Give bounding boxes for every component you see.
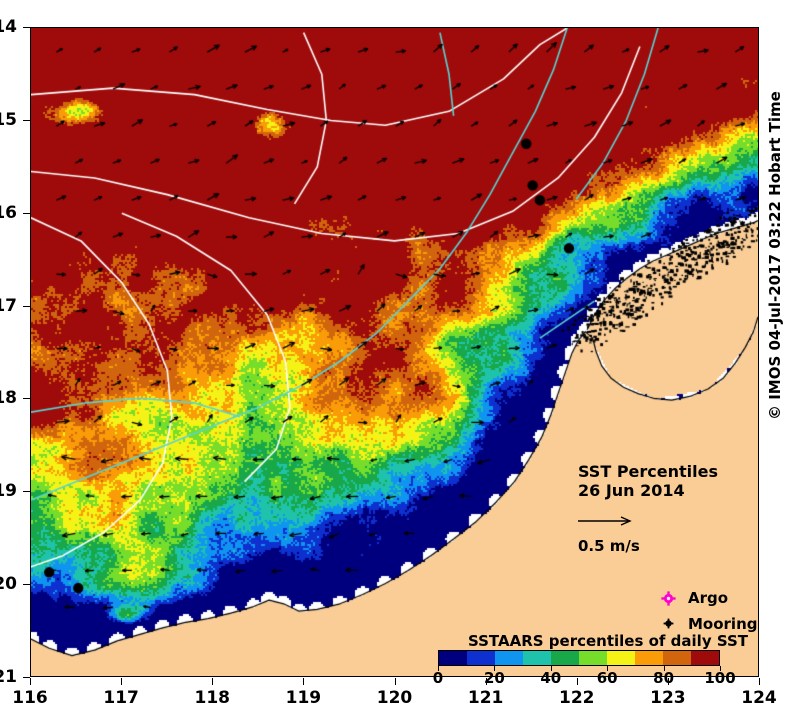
colorbar-band-3 bbox=[523, 651, 551, 665]
y-tick-label: -18 bbox=[0, 388, 17, 409]
y-tick bbox=[23, 305, 30, 307]
colorbar-tick-label: 40 bbox=[540, 669, 562, 687]
x-tick-label: 118 bbox=[194, 688, 231, 708]
x-tick-label: 124 bbox=[741, 688, 777, 708]
imos-credit-text: © IMOS 04-Jul-2017 03:22 Hobart Time bbox=[766, 91, 784, 420]
colorbar-band-2 bbox=[495, 651, 523, 665]
x-tick bbox=[30, 678, 31, 685]
x-tick bbox=[759, 678, 760, 685]
colorbar-band-4 bbox=[551, 651, 579, 665]
colorbar-band-0 bbox=[439, 651, 467, 665]
colorbar-tick bbox=[438, 666, 439, 671]
colorbar-tick bbox=[663, 666, 665, 671]
legend-label-mooring: Mooring bbox=[688, 615, 758, 633]
y-tick-label: -19 bbox=[0, 481, 17, 502]
colorbar-tick bbox=[494, 666, 496, 671]
y-tick bbox=[23, 398, 30, 400]
colorbar-band-8 bbox=[663, 651, 691, 665]
x-tick-label: 119 bbox=[285, 688, 322, 708]
colorbar-tick bbox=[550, 666, 552, 671]
x-tick bbox=[212, 678, 214, 685]
colorbar-tick-label: 100 bbox=[704, 669, 736, 687]
y-tick-label: -20 bbox=[0, 574, 17, 595]
colorbar-tick-label: 80 bbox=[653, 669, 675, 687]
vector-scale-arrow-icon bbox=[578, 516, 632, 526]
map-plot-area[interactable] bbox=[30, 27, 759, 677]
colorbar-tick-label: 60 bbox=[596, 669, 618, 687]
x-tick bbox=[394, 678, 396, 685]
x-tick-label: 123 bbox=[650, 688, 686, 708]
colorbar[interactable] bbox=[438, 650, 720, 666]
y-tick bbox=[23, 491, 30, 493]
colorbar-band-9 bbox=[691, 651, 719, 665]
colorbar-band-1 bbox=[467, 651, 495, 665]
colorbar-title: SSTAARS percentiles of daily SST bbox=[468, 632, 748, 650]
y-tick-label: -21 bbox=[0, 667, 17, 687]
colorbar-tick-label: 20 bbox=[483, 669, 505, 687]
y-tick bbox=[23, 119, 30, 121]
x-tick-label: 116 bbox=[12, 688, 48, 708]
x-tick bbox=[303, 678, 305, 685]
x-tick bbox=[667, 678, 669, 685]
mooring-dot-marker-icon bbox=[663, 618, 674, 629]
colorbar-tick bbox=[720, 666, 721, 671]
colorbar-tick bbox=[607, 666, 609, 671]
x-tick-label: 122 bbox=[559, 688, 595, 708]
argo-star-marker-icon bbox=[661, 591, 676, 606]
x-tick bbox=[485, 678, 487, 685]
legend-label-argo: Argo bbox=[688, 589, 729, 607]
x-tick bbox=[121, 678, 123, 685]
plot-title: SST Percentiles bbox=[578, 462, 718, 481]
y-tick-label: -15 bbox=[0, 109, 17, 130]
y-tick bbox=[23, 27, 30, 28]
y-tick bbox=[23, 212, 30, 214]
x-tick-label: 121 bbox=[467, 688, 504, 708]
y-tick-label: -17 bbox=[0, 295, 17, 316]
plot-date: 26 Jun 2014 bbox=[578, 481, 685, 500]
y-tick bbox=[23, 677, 30, 678]
colorbar-tick-label: 0 bbox=[432, 669, 444, 687]
x-tick-label: 120 bbox=[376, 688, 413, 708]
colorbar-band-6 bbox=[607, 651, 635, 665]
y-tick-label: -14 bbox=[0, 17, 17, 37]
y-tick bbox=[23, 584, 30, 586]
x-tick-label: 117 bbox=[103, 688, 139, 708]
colorbar-band-5 bbox=[579, 651, 607, 665]
x-tick bbox=[576, 678, 578, 685]
colorbar-band-7 bbox=[635, 651, 663, 665]
y-tick-label: -16 bbox=[0, 202, 17, 223]
vector-scale-label: 0.5 m/s bbox=[578, 537, 640, 555]
sst-percentile-heatmap bbox=[31, 28, 758, 676]
